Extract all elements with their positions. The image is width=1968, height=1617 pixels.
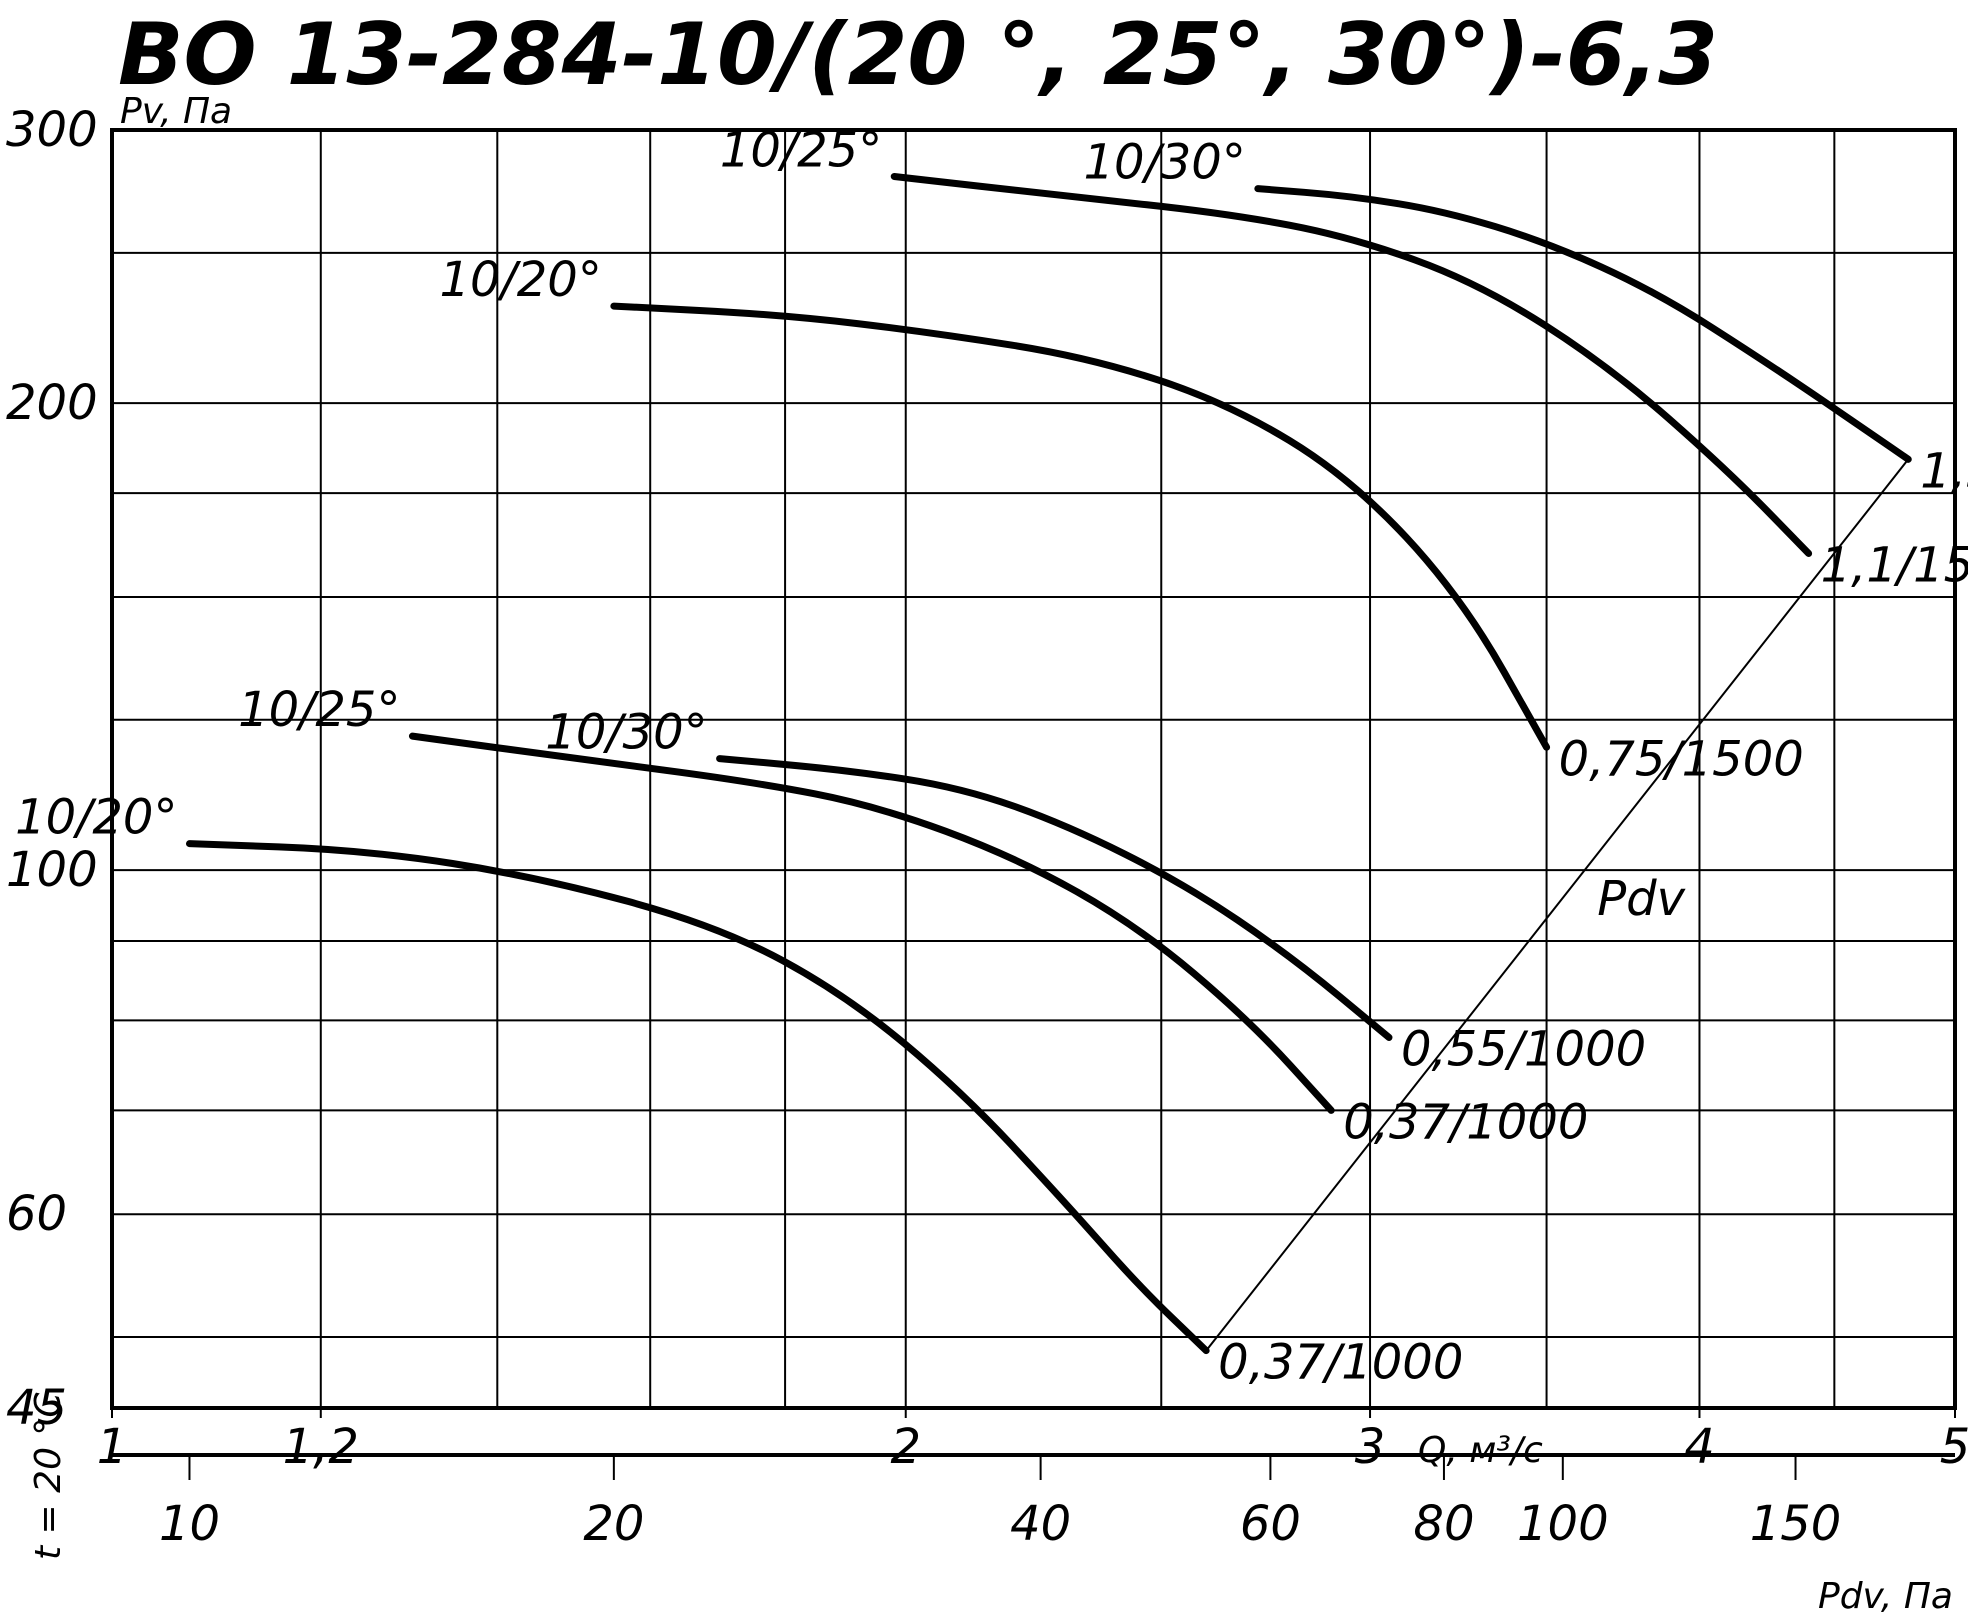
- series-end-label: 1,5/1500: [1920, 443, 1968, 499]
- y-tick-label: 100: [6, 842, 98, 898]
- series-curve-5: [890, 172, 1813, 557]
- y-tick-label: 45: [6, 1380, 67, 1436]
- y-tick-label: 200: [6, 375, 98, 431]
- series-end-label: 1,1/1500: [1821, 537, 1968, 593]
- x-tick-label: 3: [1355, 1419, 1386, 1475]
- series-curve-1: [185, 840, 1210, 1355]
- series-curve-2: [408, 732, 1335, 1114]
- y-tick-label: 60: [6, 1186, 67, 1242]
- pdv-line-label: Pdv: [1597, 871, 1685, 927]
- series-end-label: 0,37/1000: [1343, 1094, 1588, 1150]
- pdv-tick-label: 20: [583, 1496, 644, 1552]
- series-label: 10/25°: [720, 122, 882, 178]
- series-end-label: 0,75/1500: [1559, 731, 1804, 787]
- temperature-label: t = 20 °C: [28, 1392, 69, 1560]
- chart-title: ВО 13-284-10/(20 °, 25°, 30°)-6,3: [118, 5, 1718, 105]
- pdv-tick-label: 100: [1517, 1496, 1609, 1552]
- series-label: 10/20°: [15, 790, 177, 846]
- series-curve-3: [716, 755, 1393, 1041]
- x-tick-label: 1: [97, 1419, 128, 1475]
- x-tick-label: 5: [1940, 1419, 1968, 1475]
- plot-frame: [110, 128, 1957, 1410]
- series-label: 10/25°: [238, 682, 400, 738]
- pdv-tick-label: 80: [1413, 1496, 1474, 1552]
- series-curve-4: [610, 302, 1551, 751]
- pdv-axis-label: Pdv, Па: [1818, 1576, 1953, 1617]
- pdv-layer: Pdv: [1205, 458, 1910, 1352]
- series-label: 10/20°: [440, 252, 602, 308]
- series-label: 10/30°: [545, 705, 707, 761]
- pdv-tick-label: 10: [159, 1496, 220, 1552]
- grid-layer: [112, 130, 1955, 1408]
- x-tick-label: 2: [890, 1419, 921, 1475]
- series-curve-6: [1254, 185, 1912, 463]
- curve-layer: 10/20° 0,37/1000 10/25° 0,37/1000 10/30° 0,55…: [15, 122, 1968, 1390]
- x-tick-label: 4: [1684, 1419, 1715, 1475]
- series-label: 10/30°: [1084, 135, 1246, 191]
- pdv-tick-label: 60: [1240, 1496, 1301, 1552]
- pdv-tick-label: 150: [1750, 1496, 1842, 1552]
- x-axis-label: Q, м³/с: [1418, 1430, 1543, 1471]
- y-tick-label: 300: [6, 102, 98, 158]
- pdv-tick-label: 40: [1010, 1496, 1071, 1552]
- series-end-label: 0,37/1000: [1218, 1335, 1463, 1391]
- y-axis-label: Pv, Па: [120, 91, 232, 132]
- x-tick-label: 1,2: [283, 1419, 359, 1475]
- series-end-label: 0,55/1000: [1401, 1021, 1646, 1077]
- pdv-line: [1205, 458, 1910, 1352]
